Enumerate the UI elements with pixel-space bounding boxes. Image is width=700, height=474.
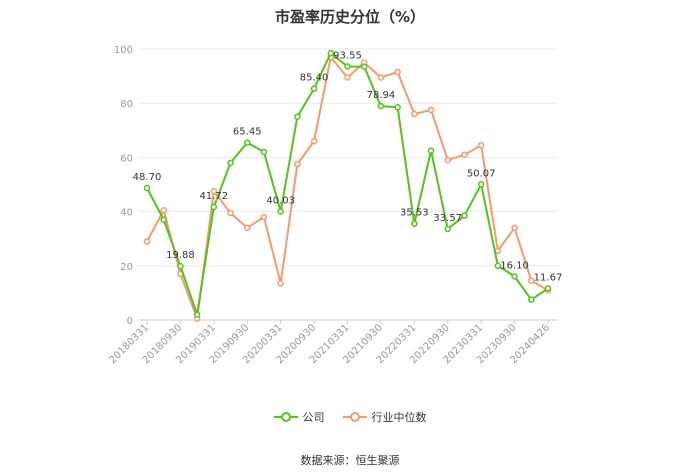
data-point-1 (227, 209, 234, 217)
data-point-1 (160, 206, 167, 214)
data-point-1 (260, 213, 268, 221)
data-point-0 (544, 285, 552, 292)
data-point-0 (411, 220, 418, 227)
legend-label-industry-median: 行业中位数 (371, 411, 427, 424)
data-label: 85.40 (300, 73, 329, 84)
legend-item-industry-median[interactable]: 行业中位数 (342, 409, 427, 425)
data-point-0 (377, 102, 385, 110)
data-point-0 (227, 159, 234, 167)
data-label: 33.57 (433, 213, 462, 224)
y-tick-label: 40 (120, 208, 133, 219)
data-point-1 (277, 280, 284, 287)
data-point-0 (344, 63, 351, 70)
data-point-1 (477, 141, 485, 149)
data-label: 41.72 (200, 191, 229, 202)
legend: 公司 行业中位数 (0, 409, 700, 425)
data-label: 48.70 (133, 172, 162, 183)
y-tick-label: 100 (114, 45, 133, 56)
data-point-0 (310, 85, 318, 92)
data-point-0 (294, 113, 301, 120)
data-point-0 (511, 273, 518, 280)
y-tick-label: 80 (120, 99, 133, 110)
legend-label-company: 公司 (302, 411, 325, 424)
data-label: 78.94 (367, 90, 396, 101)
data-point-0 (177, 262, 184, 270)
data-point-0 (394, 104, 401, 111)
data-label: 11.67 (534, 272, 563, 283)
data-point-0 (193, 311, 201, 318)
chart-title: 市盈率历史分位（%） (274, 8, 426, 26)
data-point-1 (244, 224, 251, 232)
y-tick-label: 60 (120, 153, 133, 164)
legend-swatch-company (273, 411, 298, 423)
data-point-0 (494, 262, 502, 270)
data-point-1 (411, 110, 418, 118)
data-label: 16.10 (500, 260, 529, 271)
grid-lines (138, 48, 558, 321)
data-point-1 (427, 106, 435, 114)
data-point-0 (277, 208, 284, 215)
y-tick-label: 0 (127, 316, 133, 327)
data-point-0 (477, 181, 485, 188)
data-point-1 (461, 151, 468, 158)
data-point-0 (528, 296, 535, 303)
data-labels: 48.70 19.88 41.72 65.45 40.03 85.40 93.55 78.94… (133, 50, 563, 283)
data-point-1 (210, 188, 218, 195)
data-point-0 (260, 148, 268, 156)
source-note: 数据来源：恒生聚源 (300, 454, 400, 467)
data-point-1 (444, 156, 451, 164)
data-point-1 (394, 68, 401, 76)
data-label: 50.07 (467, 168, 496, 179)
data-point-1 (528, 277, 535, 284)
data-point-0 (327, 49, 335, 57)
data-point-1 (294, 160, 301, 168)
data-point-0 (210, 203, 218, 211)
data-point-1 (511, 224, 518, 232)
data-point-0 (160, 216, 167, 223)
data-label: 93.55 (333, 50, 362, 61)
legend-item-company[interactable]: 公司 (273, 409, 325, 425)
data-point-0 (360, 63, 368, 70)
data-label: 65.45 (233, 127, 262, 138)
data-point-0 (444, 225, 451, 233)
data-label: 40.03 (266, 196, 295, 207)
data-point-0 (427, 147, 435, 154)
data-point-0 (244, 139, 251, 146)
series-line-1 (146, 56, 549, 320)
data-point-0 (461, 212, 468, 219)
legend-swatch-industry-median (342, 411, 367, 423)
data-label: 35.53 (400, 208, 429, 219)
series-lines (143, 49, 552, 322)
data-point-1 (143, 238, 151, 245)
data-point-0 (143, 184, 151, 192)
data-label: 19.88 (166, 250, 195, 261)
y-tick-label: 20 (120, 262, 133, 273)
data-point-1 (377, 74, 385, 81)
data-point-1 (344, 74, 351, 81)
data-point-1 (310, 137, 318, 145)
